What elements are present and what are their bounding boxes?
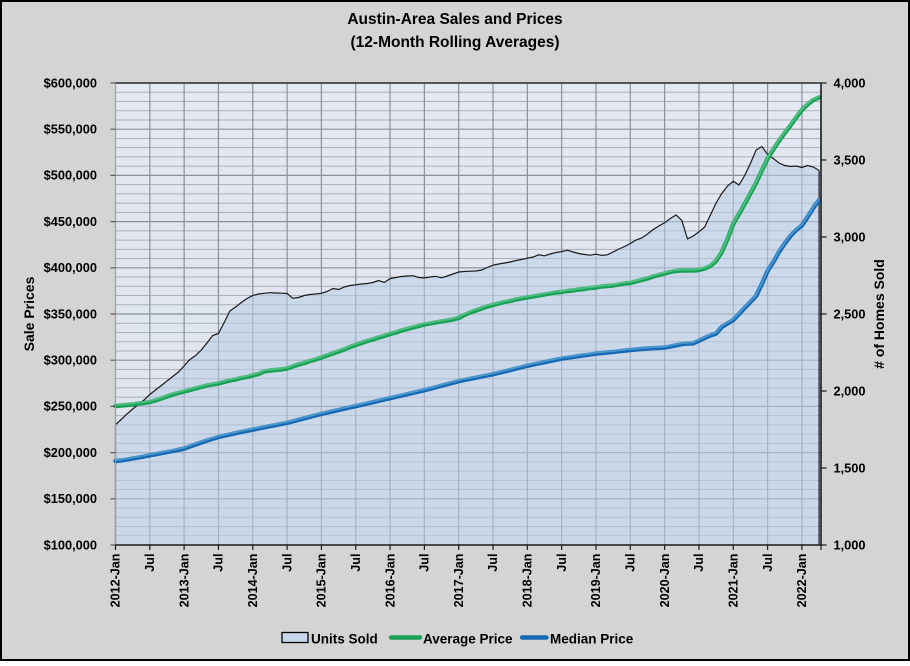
svg-text:$350,000: $350,000: [44, 306, 97, 321]
svg-text:$400,000: $400,000: [44, 260, 97, 275]
svg-text:2014-Jan: 2014-Jan: [246, 554, 260, 608]
svg-text:Jul: Jul: [555, 554, 569, 572]
svg-text:Sale Prices: Sale Prices: [21, 276, 37, 351]
svg-text:2020-Jan: 2020-Jan: [658, 554, 672, 608]
svg-text:3,000: 3,000: [834, 229, 866, 244]
svg-text:Median Price: Median Price: [550, 632, 634, 647]
svg-text:2013-Jan: 2013-Jan: [177, 554, 191, 608]
svg-text:$450,000: $450,000: [44, 214, 97, 229]
svg-text:2015-Jan: 2015-Jan: [315, 554, 329, 608]
svg-text:2012-Jan: 2012-Jan: [109, 554, 123, 608]
svg-text:$250,000: $250,000: [44, 399, 97, 414]
svg-text:$150,000: $150,000: [44, 491, 97, 506]
svg-text:1,500: 1,500: [834, 460, 866, 475]
svg-text:$600,000: $600,000: [44, 75, 97, 90]
svg-text:$300,000: $300,000: [44, 353, 97, 368]
svg-text:Jul: Jul: [692, 554, 706, 572]
svg-text:2,000: 2,000: [834, 383, 866, 398]
svg-text:2022-Jan: 2022-Jan: [795, 554, 809, 608]
svg-text:3,500: 3,500: [834, 152, 866, 167]
svg-text:$200,000: $200,000: [44, 445, 97, 460]
svg-text:Jul: Jul: [212, 554, 226, 572]
svg-text:$550,000: $550,000: [44, 122, 97, 137]
svg-text:4,000: 4,000: [834, 75, 866, 90]
svg-text:2018-Jan: 2018-Jan: [521, 554, 535, 608]
svg-text:Austin-Area Sales and Prices: Austin-Area Sales and Prices: [347, 11, 562, 28]
svg-text:Units Sold: Units Sold: [311, 632, 378, 647]
svg-text:Jul: Jul: [761, 554, 775, 572]
svg-text:Average Price: Average Price: [423, 632, 513, 647]
svg-text:Jul: Jul: [624, 554, 638, 572]
svg-text:Jul: Jul: [349, 554, 363, 572]
svg-text:$100,000: $100,000: [44, 537, 97, 552]
svg-text:2019-Jan: 2019-Jan: [589, 554, 603, 608]
svg-text:# of Homes Sold: # of Homes Sold: [871, 259, 887, 369]
svg-text:Jul: Jul: [418, 554, 432, 572]
svg-text:Jul: Jul: [280, 554, 294, 572]
svg-text:2,500: 2,500: [834, 306, 866, 321]
svg-text:Jul: Jul: [486, 554, 500, 572]
svg-text:2016-Jan: 2016-Jan: [383, 554, 397, 608]
svg-text:$500,000: $500,000: [44, 168, 97, 183]
svg-text:Jul: Jul: [143, 554, 157, 572]
svg-text:2021-Jan: 2021-Jan: [726, 554, 740, 608]
svg-text:1,000: 1,000: [834, 537, 866, 552]
svg-text:2017-Jan: 2017-Jan: [452, 554, 466, 608]
svg-text:(12-Month Rolling Averages): (12-Month Rolling Averages): [351, 34, 560, 51]
